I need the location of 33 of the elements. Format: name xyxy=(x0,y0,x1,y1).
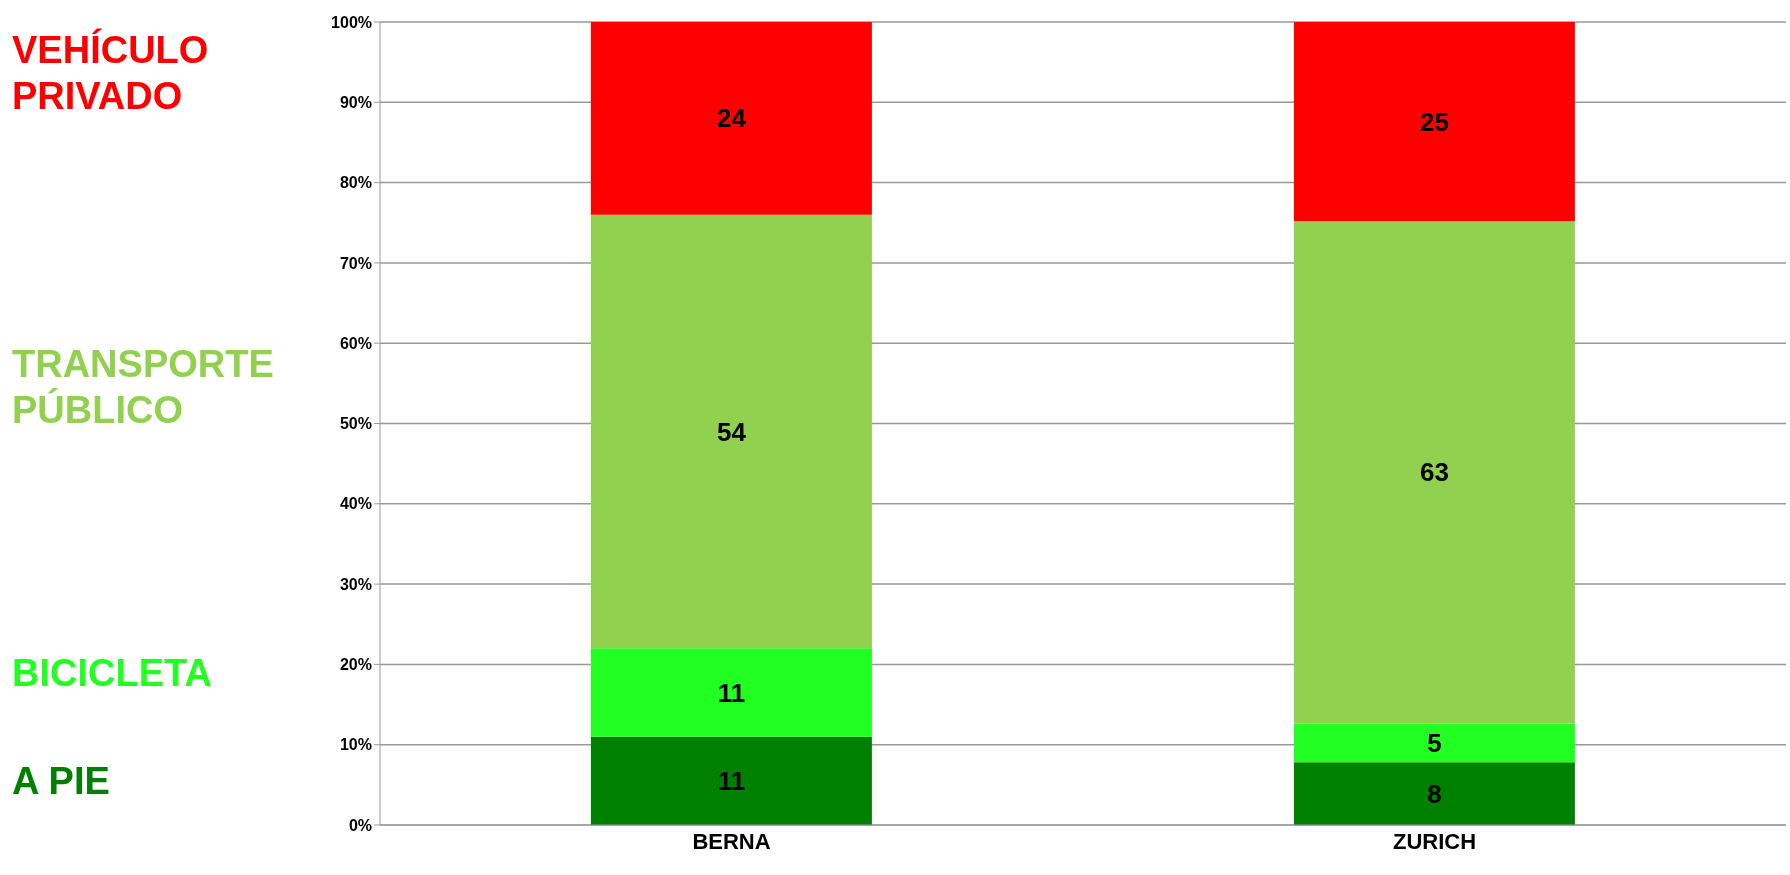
y-tick-label: 70% xyxy=(339,254,372,272)
data-label: 63 xyxy=(1419,457,1449,488)
data-label: 54 xyxy=(716,416,747,447)
bar xyxy=(1293,22,1575,222)
data-label: 11 xyxy=(717,677,746,708)
x-tick-label: ZURICH xyxy=(1392,828,1477,854)
data-label: 25 xyxy=(1419,106,1449,137)
text: VEHÍCULO PRIVADO xyxy=(12,27,210,120)
data-label: 11 xyxy=(717,765,746,796)
y-tick-label: 40% xyxy=(339,495,372,513)
data-label: 5 xyxy=(1427,728,1442,759)
text: TRANSPORTE PÚBLICO xyxy=(12,341,275,433)
y-tick-label: 10% xyxy=(339,736,372,754)
bar xyxy=(1293,762,1575,825)
text: A PIE xyxy=(12,758,111,804)
y-tick-label: 20% xyxy=(339,656,372,674)
y-tick-label: 50% xyxy=(339,415,372,433)
text: BICICLETA xyxy=(12,650,213,696)
y-tick-label: 80% xyxy=(339,174,372,192)
y-tick-label: 60% xyxy=(339,334,372,352)
data-label: 24 xyxy=(716,103,747,134)
y-tick-label: 100% xyxy=(331,13,372,31)
bar xyxy=(590,214,872,649)
bar xyxy=(1293,221,1575,724)
bar xyxy=(590,648,872,737)
x-tick-label: BERNA xyxy=(692,828,771,854)
y-tick-label: 30% xyxy=(339,575,372,593)
bar xyxy=(590,736,872,825)
y-tick-label: 90% xyxy=(339,93,372,111)
data-label: 8 xyxy=(1427,778,1442,809)
y-tick-label: 0% xyxy=(348,816,372,834)
bar xyxy=(1293,723,1575,763)
bar xyxy=(590,22,872,215)
